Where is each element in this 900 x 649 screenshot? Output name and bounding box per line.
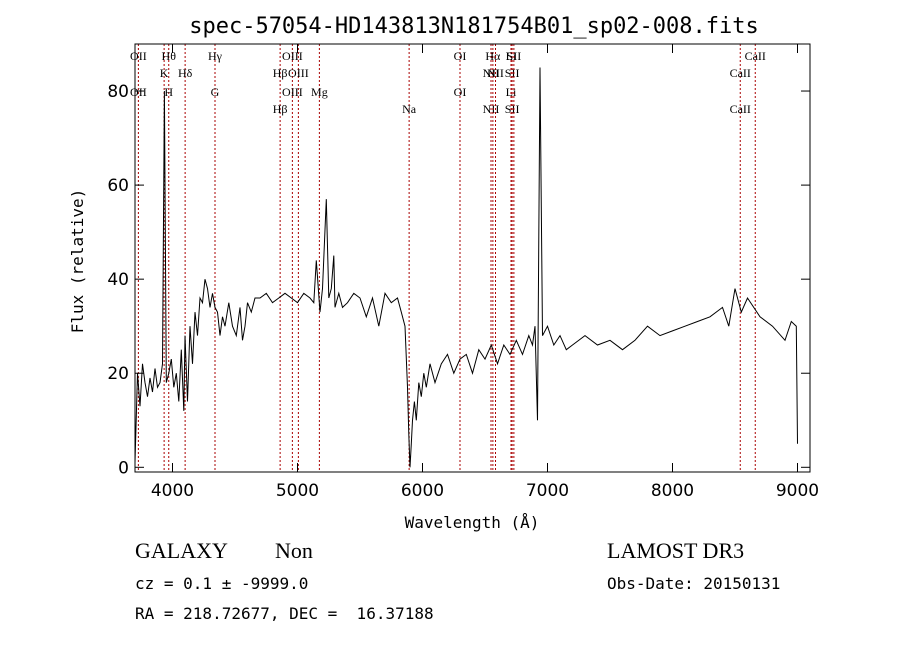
- marker-label: CaII: [730, 66, 751, 80]
- plot-frame: [134, 43, 811, 473]
- marker-label: NII: [483, 102, 500, 116]
- survey-label: LAMOST DR3: [607, 538, 745, 563]
- classification-label: GALAXY: [135, 538, 228, 563]
- marker-label: SII: [505, 102, 520, 116]
- subclass-label: Non: [275, 538, 313, 563]
- emission-line-markers: OIIOIIKHθHHδHγGHβHβOIIIOIIIOIIIMgNaOIOIN…: [130, 44, 766, 472]
- marker-label: Hδ: [178, 66, 193, 80]
- marker-label: CaII: [730, 102, 751, 116]
- x-axis: 4000 5000 6000 7000 8000 9000: [151, 44, 819, 501]
- coordinates-readout: RA = 218.72677, DEC = 16.37188: [135, 604, 434, 623]
- y-tick-label: 0: [118, 458, 129, 478]
- marker-label: OIII: [282, 49, 303, 63]
- marker-label: OII: [130, 85, 147, 99]
- y-axis-label: Flux (relative): [68, 189, 87, 334]
- marker-label: CaII: [745, 49, 766, 63]
- y-tick-label: 60: [107, 176, 129, 196]
- x-tick-label: 4000: [151, 481, 194, 501]
- marker-label: SII: [507, 49, 522, 63]
- y-axis: 0 20 40 60 80: [107, 82, 810, 478]
- x-tick-label: 5000: [276, 481, 319, 501]
- y-tick-label: 20: [107, 364, 129, 384]
- marker-label: Hα: [485, 49, 501, 63]
- marker-label: H: [164, 85, 173, 99]
- marker-label: Na: [402, 102, 417, 116]
- marker-label: OIII: [282, 85, 303, 99]
- spectrum-line: [134, 67, 798, 468]
- x-tick-label: 7000: [526, 481, 569, 501]
- marker-label: G: [211, 85, 220, 99]
- redshift-readout: cz = 0.1 ± -9999.0: [135, 574, 309, 593]
- x-tick-label: 9000: [776, 481, 819, 501]
- marker-label: OIII: [288, 66, 309, 80]
- observation-date: Obs-Date: 20150131: [607, 574, 781, 593]
- marker-label: Mg: [311, 85, 328, 99]
- marker-label: NII: [487, 66, 504, 80]
- marker-label: SII: [505, 66, 520, 80]
- y-tick-label: 80: [107, 82, 129, 102]
- x-tick-label: 8000: [651, 481, 694, 501]
- marker-label: Hβ: [273, 102, 288, 116]
- marker-label: K: [160, 66, 169, 80]
- x-tick-label: 6000: [401, 481, 444, 501]
- marker-label: Li: [506, 85, 517, 99]
- x-axis-label: Wavelength (Å): [405, 513, 540, 532]
- marker-label: OII: [130, 49, 147, 63]
- marker-label: OI: [454, 49, 467, 63]
- marker-label: Hβ: [273, 66, 288, 80]
- marker-label: Hθ: [162, 49, 177, 63]
- marker-label: Hγ: [208, 49, 223, 63]
- y-tick-label: 40: [107, 270, 129, 290]
- marker-label: OI: [454, 85, 467, 99]
- chart-title: spec-57054-HD143813N181754B01_sp02-008.f…: [189, 14, 759, 39]
- marker-label: Li: [506, 49, 517, 63]
